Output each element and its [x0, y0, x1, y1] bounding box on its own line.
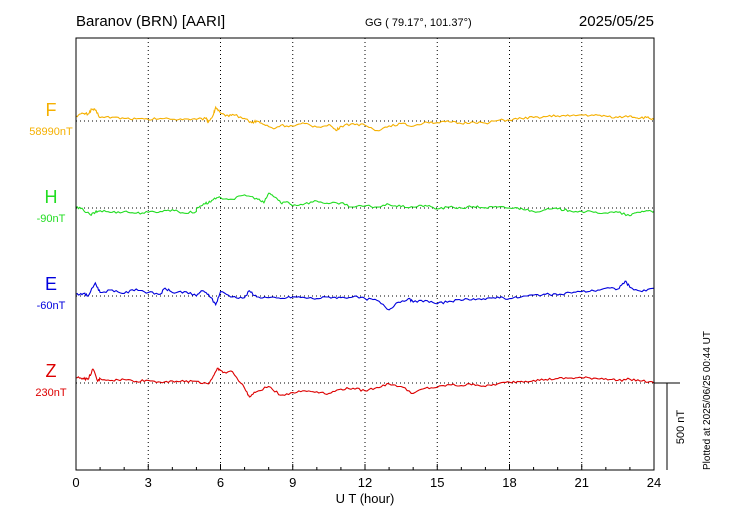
x-axis-title: U T (hour) — [336, 491, 395, 506]
x-axis: 0 3 6 9 12 15 18 21 24 — [72, 464, 661, 490]
series-baseline-f: 58990nT — [29, 126, 73, 138]
series-line-e — [75, 280, 655, 311]
series-name-h: H — [45, 187, 58, 207]
series-line-f — [75, 105, 655, 132]
plotted-note-text: Plotted at 2025/06/25 00:44 UT — [702, 331, 713, 470]
x-tick-label: 12 — [358, 475, 372, 490]
x-tick-label: 0 — [72, 475, 79, 490]
x-tick-label: 24 — [647, 475, 661, 490]
x-tick-label: 18 — [502, 475, 516, 490]
coords-label: GG ( 79.17°, 101.37°) — [365, 17, 472, 29]
series-name-e: E — [45, 274, 57, 294]
station-title: Baranov (BRN) [AARI] — [76, 13, 225, 30]
scale-bar-label: 500 nT — [675, 410, 687, 445]
series-line-z — [75, 367, 655, 398]
grid — [147, 38, 583, 470]
x-tick-label: 9 — [289, 475, 296, 490]
series-layer — [75, 105, 655, 398]
series-baseline-z: 230nT — [35, 387, 66, 399]
x-tick-label: 15 — [430, 475, 444, 490]
series-baseline-h: -90nT — [37, 213, 66, 225]
x-tick-label: 3 — [145, 475, 152, 490]
scale-bar: 500 nT — [654, 382, 687, 470]
x-tick-label: 6 — [217, 475, 224, 490]
series-line-h — [75, 192, 655, 217]
series-name-f: F — [46, 100, 57, 120]
series-name-z: Z — [46, 361, 57, 381]
series-labels: F 58990nT H -90nT E -60nT Z 230nT — [29, 100, 73, 399]
series-baseline-e: -60nT — [37, 300, 66, 312]
x-tick-label: 21 — [575, 475, 589, 490]
date-label: 2025/05/25 — [579, 13, 654, 30]
baselines — [76, 120, 654, 384]
